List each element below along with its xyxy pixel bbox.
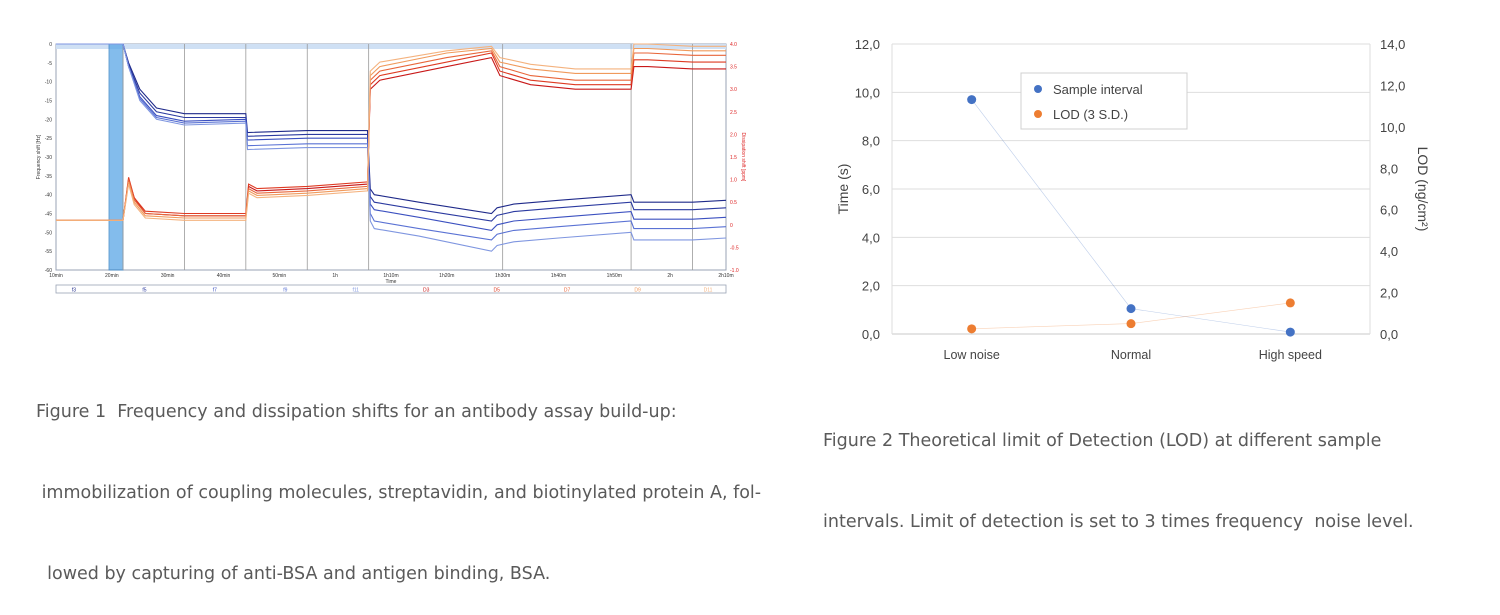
y-axis-label: Time (s) xyxy=(835,164,851,215)
y2-tick-label: 3.0 xyxy=(730,87,737,93)
figure-1-caption: Figure 1 Frequency and dissipation shift… xyxy=(36,345,761,615)
figure-1-chart: 0 -5 -10 -15 -20 -25 -30 -35 -40 -45 -50 -55 -60 4.0 3… xyxy=(36,42,746,294)
sensor-legend-entry: f3 xyxy=(72,288,76,294)
data-point xyxy=(1126,319,1136,329)
sensor-legend xyxy=(55,284,727,294)
x-tick-label: 1h20m xyxy=(439,273,454,279)
y2-tick-label: 8,0 xyxy=(1380,161,1398,176)
y-tick-label: -10 xyxy=(45,80,52,86)
dissipation-series-line xyxy=(56,43,726,221)
y-tick-label: -30 xyxy=(45,155,52,161)
y2-tick-label: 10,0 xyxy=(1380,120,1405,135)
data-point xyxy=(1126,304,1136,314)
y-tick-label: 10,0 xyxy=(855,85,880,100)
y2-tick-label: -1.0 xyxy=(730,268,739,274)
sensor-legend-entry: D5 xyxy=(493,288,500,294)
y2-tick-label: 14,0 xyxy=(1380,37,1405,52)
y-tick-label: 12,0 xyxy=(855,37,880,52)
figure-2-caption-line: intervals. Limit of detection is set to … xyxy=(823,512,1414,532)
y2-axis-label: LOD (ng/cm²) xyxy=(1415,147,1431,232)
y2-tick-label: 6,0 xyxy=(1380,203,1398,218)
sensor-legend-entry: f9 xyxy=(283,288,287,294)
x-tick-label: 50min xyxy=(273,273,287,279)
series-connector xyxy=(971,99,1291,333)
y2-tick-label: 1.5 xyxy=(730,155,737,161)
y-tick-label: -40 xyxy=(45,193,52,199)
x-axis-label: Time xyxy=(386,279,397,285)
y2-tick-label: 1.0 xyxy=(730,178,737,184)
y2-tick-label: 0,0 xyxy=(1380,327,1398,342)
x-tick-label: Normal xyxy=(1111,348,1151,362)
legend-label: Sample interval xyxy=(1053,82,1143,97)
sensor-legend-entry: f5 xyxy=(142,288,146,294)
y-tick-label: 8,0 xyxy=(862,134,880,149)
x-tick-label: 40min xyxy=(217,273,231,279)
sensor-legend-entry: f11 xyxy=(352,288,359,294)
x-tick-label: 2h xyxy=(667,273,673,279)
legend xyxy=(1020,72,1188,130)
y2-axis-label: Dissipation shift [ppm] xyxy=(740,133,746,183)
y2-tick-label: -0.5 xyxy=(730,245,739,251)
x-tick-label: 1h40m xyxy=(551,273,566,279)
legend-marker xyxy=(1034,110,1042,118)
y-tick-label: 4,0 xyxy=(862,230,880,245)
x-tick-label: High speed xyxy=(1259,348,1322,362)
figure-2-caption-line: Figure 2 Theoretical limit of Detection … xyxy=(823,431,1382,451)
figure-2: 0,0 2,0 4,0 6,0 8,0 10,0 12,0 0,0 2,0 4,0 6,0 8,0 10… xyxy=(820,28,1450,368)
y-tick-label: 2,0 xyxy=(862,279,880,294)
y-tick-label: 0,0 xyxy=(862,327,880,342)
data-point xyxy=(1285,298,1295,308)
sensor-legend-entry: D11 xyxy=(704,288,713,294)
y2-tick-label: 0 xyxy=(730,223,733,229)
x-tick-label: 1h50m xyxy=(607,273,622,279)
legend-label: LOD (3 S.D.) xyxy=(1053,107,1128,122)
y2-tick-label: 2.0 xyxy=(730,132,737,138)
plot-area xyxy=(55,43,727,271)
y2-tick-label: 12,0 xyxy=(1380,78,1405,93)
sensor-legend-entry: D9 xyxy=(634,288,641,294)
x-tick-label: 1h10m xyxy=(383,273,398,279)
y2-tick-label: 2,0 xyxy=(1380,286,1398,301)
sensor-legend-entry: f7 xyxy=(213,288,217,294)
y-tick-label: -60 xyxy=(45,268,52,274)
y-tick-label: -20 xyxy=(45,117,52,123)
y-tick-label: -5 xyxy=(48,61,53,67)
x-tick-label: 30min xyxy=(161,273,175,279)
legend-marker xyxy=(1034,85,1042,93)
data-point xyxy=(967,324,977,334)
y2-tick-label: 3.5 xyxy=(730,65,737,71)
y-tick-label: -55 xyxy=(45,249,52,255)
x-tick-label: 1h xyxy=(332,273,338,279)
y2-tick-label: 2.5 xyxy=(730,110,737,116)
x-tick-label: Low noise xyxy=(944,348,1000,362)
data-point xyxy=(967,95,977,105)
x-tick-label: 2h10m xyxy=(718,273,733,279)
y-tick-label: 6,0 xyxy=(862,182,880,197)
figure-2-chart: 0,0 2,0 4,0 6,0 8,0 10,0 12,0 0,0 2,0 4,0 6,0 8,0 10… xyxy=(835,37,1431,362)
y2-tick-label: 0.5 xyxy=(730,200,737,206)
figure-2-caption: Figure 2 Theoretical limit of Detection … xyxy=(823,374,1414,563)
y2-tick-label: 4,0 xyxy=(1380,244,1398,259)
figure-1: 0 -5 -10 -15 -20 -25 -30 -35 -40 -45 -50 -55 -60 4.0 3… xyxy=(30,36,750,298)
x-tick-label: 1h30m xyxy=(495,273,510,279)
y2-tick-label: 4.0 xyxy=(730,42,737,48)
y-tick-label: -35 xyxy=(45,174,52,180)
y-tick-label: -45 xyxy=(45,212,52,218)
data-point xyxy=(1285,327,1295,337)
figure-1-caption-line: lowed by capturing of anti-BSA and antig… xyxy=(36,564,551,584)
x-tick-label: 10min xyxy=(49,273,63,279)
y-axis-label: Frequency shift [Hz] xyxy=(36,134,42,179)
y-tick-label: -25 xyxy=(45,136,52,142)
sensor-legend-entry: D7 xyxy=(564,288,571,294)
sensor-legend-entry: D3 xyxy=(423,288,430,294)
frequency-series-line xyxy=(56,43,727,252)
event-bar xyxy=(56,44,726,49)
y-tick-label: -50 xyxy=(45,230,52,236)
figure-1-caption-line: immobilization of coupling molecules, st… xyxy=(36,483,762,503)
y-tick-label: -15 xyxy=(45,99,52,105)
y-tick-label: 0 xyxy=(49,42,52,48)
figure-1-caption-line: Figure 1 Frequency and dissipation shift… xyxy=(36,402,677,422)
highlight-region xyxy=(108,43,124,271)
x-tick-label: 20min xyxy=(105,273,119,279)
